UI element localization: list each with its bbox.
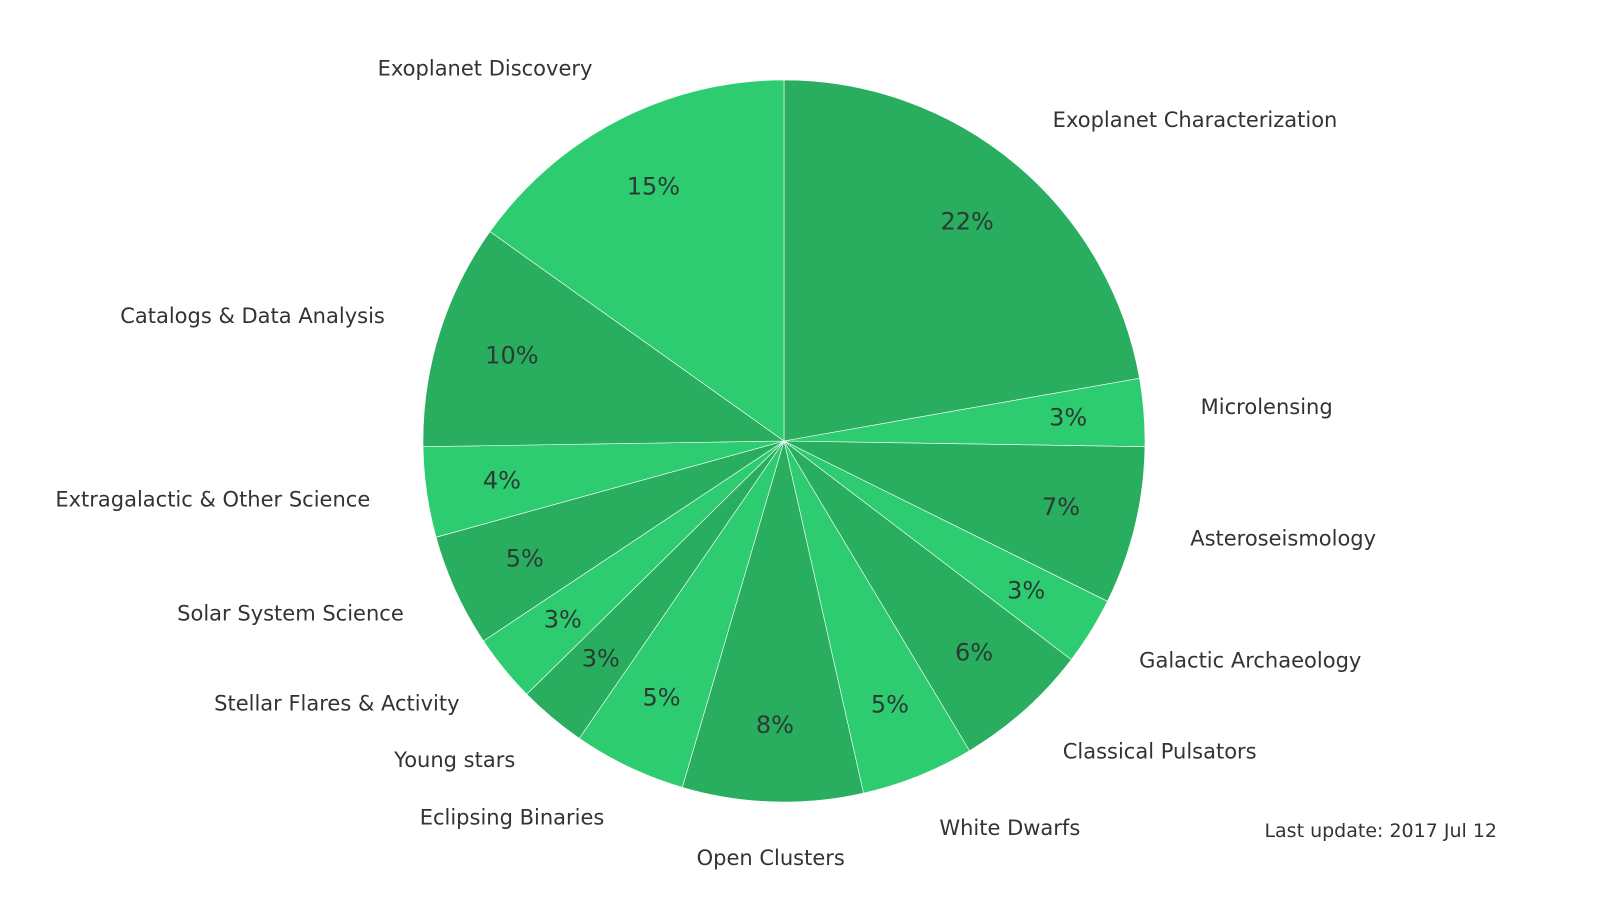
percent-label-extragalactic-and-other-science: 4%	[483, 467, 521, 495]
pie-slice-exoplanet-characterization[interactable]	[783, 79, 1140, 442]
category-label-young-stars: Young stars	[393, 748, 515, 772]
category-label-eclipsing-binaries: Eclipsing Binaries	[420, 805, 605, 829]
category-labels: Exoplanet Characterization Microlensing As…	[55, 56, 1376, 869]
category-label-classical-pulsators: Classical Pulsators	[1063, 740, 1257, 764]
pie-slices	[422, 79, 1146, 803]
percent-label-open-clusters: 8%	[756, 711, 794, 739]
category-label-extragalactic-and-other-science: Extragalactic & Other Science	[55, 487, 370, 511]
last-update-note: Last update: 2017 Jul 12	[1264, 820, 1497, 842]
pie-slice-catalogs-and-data-analysis[interactable]	[422, 231, 785, 448]
category-label-exoplanet-characterization: Exoplanet Characterization	[1053, 108, 1338, 132]
category-label-stellar-flares-and-activity: Stellar Flares & Activity	[214, 692, 459, 716]
percent-label-exoplanet-characterization: 22%	[941, 208, 994, 236]
category-label-asteroseismology: Asteroseismology	[1190, 527, 1376, 551]
percent-label-classical-pulsators: 6%	[955, 638, 993, 666]
percent-label-stellar-flares-and-activity: 3%	[544, 606, 582, 634]
pie-slice-open-clusters[interactable]	[681, 439, 864, 803]
category-label-white-dwarfs: White Dwarfs	[939, 816, 1080, 840]
category-label-catalogs-and-data-analysis: Catalogs & Data Analysis	[120, 304, 385, 328]
pie-slice-classical-pulsators[interactable]	[783, 440, 1072, 752]
percent-label-solar-system-science: 5%	[506, 544, 544, 572]
percent-label-exoplanet-discovery: 15%	[627, 173, 680, 201]
percent-label-microlensing: 3%	[1049, 403, 1087, 431]
percent-label-eclipsing-binaries: 5%	[642, 683, 680, 711]
percent-label-white-dwarfs: 5%	[871, 691, 909, 719]
percent-labels: 22%3%7%3%6%5%8%5%3%3%5%4%10%15%	[483, 173, 1087, 739]
category-label-galactic-archaeology: Galactic Archaeology	[1139, 648, 1361, 672]
category-label-open-clusters: Open Clusters	[697, 846, 845, 870]
category-label-solar-system-science: Solar System Science	[177, 602, 404, 626]
pie-slice-asteroseismology[interactable]	[783, 440, 1146, 602]
percent-label-catalogs-and-data-analysis: 10%	[485, 341, 538, 369]
percent-label-young-stars: 3%	[582, 644, 620, 672]
percent-label-asteroseismology: 7%	[1042, 493, 1080, 521]
category-label-exoplanet-discovery: Exoplanet Discovery	[378, 56, 593, 80]
percent-label-galactic-archaeology: 3%	[1007, 576, 1045, 604]
pie-slice-exoplanet-discovery[interactable]	[489, 79, 785, 442]
category-label-microlensing: Microlensing	[1201, 395, 1333, 419]
